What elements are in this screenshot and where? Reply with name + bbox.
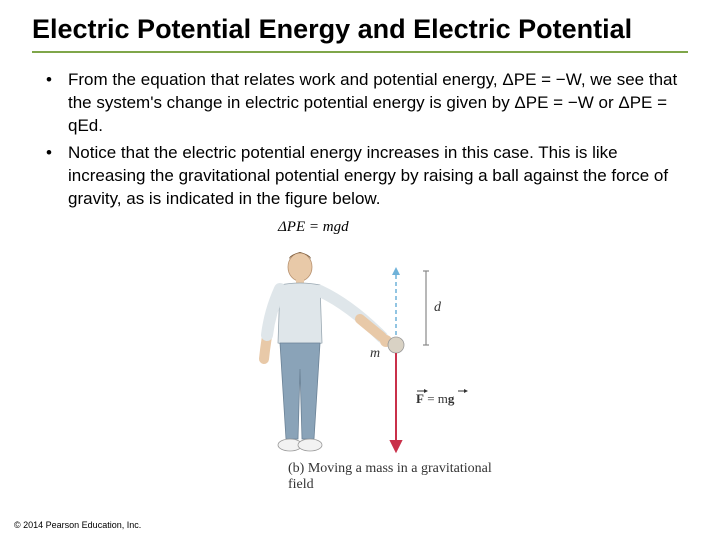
bullet-text: From the equation that relates work and … [68, 70, 677, 135]
bullet-item: From the equation that relates work and … [46, 69, 688, 138]
person-illustration: d m F = mg [240, 249, 520, 489]
title-underline [32, 51, 688, 53]
figure-container: ΔPE = mgd [32, 219, 688, 499]
distance-label: d [434, 300, 442, 315]
figure-caption: (b) Moving a mass in a gravitational fie… [288, 461, 520, 493]
bullet-text: Notice that the electric potential energ… [68, 143, 668, 208]
force-label: F = mg [416, 391, 455, 406]
copyright-text: © 2014 Pearson Education, Inc. [14, 520, 141, 530]
figure: ΔPE = mgd [200, 219, 520, 499]
slide-title: Electric Potential Energy and Electric P… [32, 14, 688, 45]
figure-top-equation: ΔPE = mgd [278, 219, 349, 236]
bullet-list: From the equation that relates work and … [32, 69, 688, 211]
mass-label: m [370, 346, 380, 361]
bullet-item: Notice that the electric potential energ… [46, 142, 688, 211]
